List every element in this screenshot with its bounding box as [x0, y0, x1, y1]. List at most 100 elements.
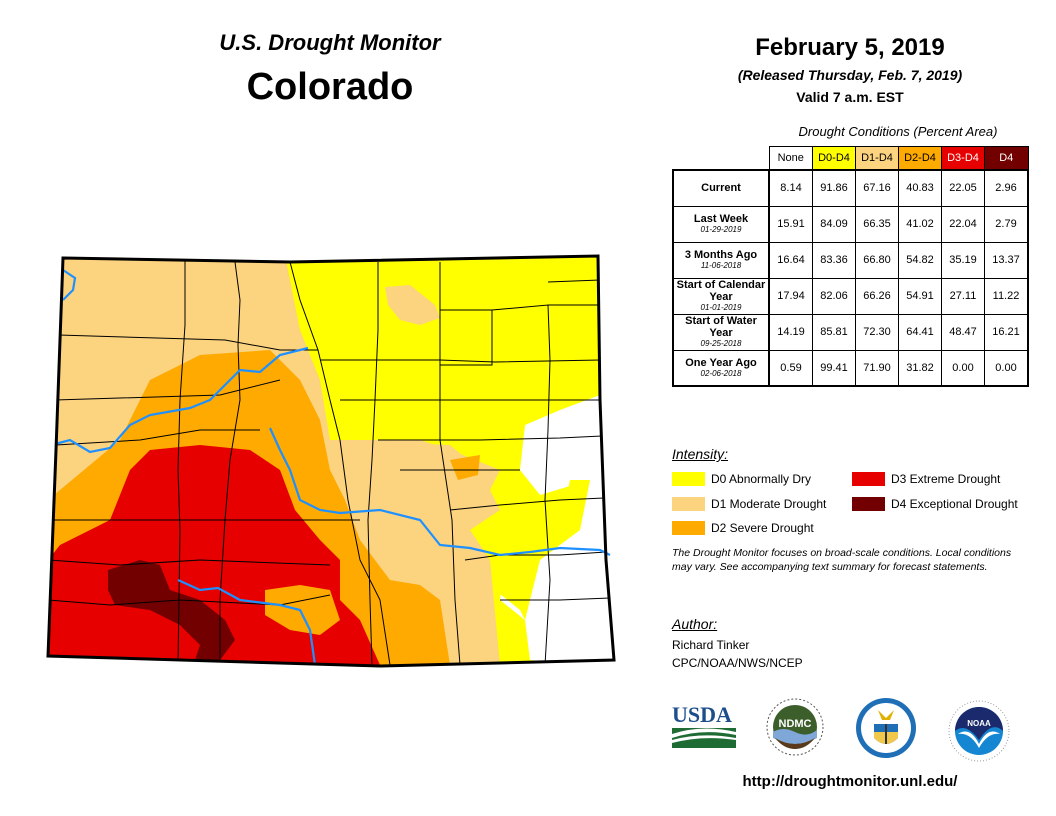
- ndmc-logo-icon: NDMC: [763, 698, 827, 756]
- cell: 17.94: [768, 277, 813, 315]
- col-d2-d4: D2-D4: [898, 146, 942, 171]
- none-region-east: [520, 395, 610, 495]
- d2-blob-east: [450, 455, 480, 480]
- usda-text: USDA: [672, 702, 732, 727]
- disclaimer-note: The Drought Monitor focuses on broad-sca…: [672, 547, 1012, 573]
- legend-item-d4: D4 Exceptional Drought: [852, 497, 1018, 511]
- cell: 40.83: [898, 169, 942, 207]
- col-d0-d4: D0-D4: [812, 146, 856, 171]
- cell: 99.41: [812, 349, 856, 387]
- row-date: 01-01-2019: [700, 303, 742, 312]
- cell: 41.02: [898, 205, 942, 243]
- row-date: 01-29-2019: [700, 225, 742, 234]
- d2-island: [265, 585, 340, 635]
- cell: 85.81: [812, 313, 856, 351]
- row-date: 11-06-2018: [700, 261, 742, 270]
- colorado-drought-map: [46, 254, 616, 668]
- usda-logo-icon: USDA: [672, 702, 738, 748]
- cell: 66.35: [855, 205, 899, 243]
- col-d3-d4: D3-D4: [941, 146, 985, 171]
- valid-time: Valid 7 a.m. EST: [796, 89, 904, 105]
- row-date: 02-06-2018: [700, 368, 742, 378]
- legend-label: D4 Exceptional Drought: [891, 497, 1018, 511]
- legend-label: D0 Abnormally Dry: [711, 472, 812, 486]
- legend-item-d1: D1 Moderate Drought: [672, 497, 826, 511]
- cell: 0.59: [768, 349, 813, 387]
- river-green: [62, 269, 77, 301]
- cell: 2.96: [984, 169, 1029, 207]
- drought-conditions-table: None D0-D4 D1-D4 D2-D4 D3-D4 D4 Current …: [672, 146, 1029, 387]
- map-date: February 5, 2019: [755, 34, 945, 61]
- row-label: One Year Ago: [685, 356, 757, 369]
- table-row-one-year-ago: One Year Ago 02-06-2018 0.59 99.41 71.90 …: [672, 349, 1029, 387]
- row-label: Start of Water Year: [685, 315, 757, 339]
- rivers: [54, 269, 611, 666]
- cell: 27.11: [941, 277, 985, 315]
- cell: 54.91: [898, 277, 942, 315]
- ndmc-text: NDMC: [779, 718, 812, 730]
- d0-swatch: [672, 472, 705, 486]
- d1-blob-north: [385, 285, 440, 325]
- cell: 71.90: [855, 349, 899, 387]
- river-arkansas: [268, 427, 611, 557]
- table-row-start-calendar-year: Start of Calendar Year 01-01-2019 17.94 8…: [672, 277, 1029, 315]
- table-row-3-months-ago: 3 Months Ago 11-06-2018 16.64 83.36 66.80…: [672, 241, 1029, 279]
- cell: 13.37: [984, 241, 1029, 279]
- table-header-row: None D0-D4 D1-D4 D2-D4 D3-D4 D4: [673, 146, 1029, 171]
- author-org: CPC/NOAA/NWS/NCEP: [672, 656, 803, 670]
- col-none: None: [768, 146, 813, 171]
- legend-item-d2: D2 Severe Drought: [672, 521, 814, 535]
- river-rio-grande: [177, 578, 317, 666]
- website-link[interactable]: http://droughtmonitor.unl.edu/: [742, 773, 958, 790]
- cell: 82.06: [812, 277, 856, 315]
- row-date: 09-25-2018: [700, 339, 742, 348]
- cell: 91.86: [812, 169, 856, 207]
- cell: 22.05: [941, 169, 985, 207]
- d3-swatch: [852, 472, 885, 486]
- cell: 15.91: [768, 205, 813, 243]
- commerce-seal-icon: [854, 696, 918, 760]
- author-heading: Author:: [672, 616, 718, 632]
- col-d1-d4: D1-D4: [855, 146, 899, 171]
- row-label: 3 Months Ago: [684, 249, 758, 261]
- table-caption: Drought Conditions (Percent Area): [798, 124, 998, 139]
- legend-title: Intensity:: [672, 446, 729, 462]
- cell: 31.82: [898, 349, 942, 387]
- table-row-current: Current 8.14 91.86 67.16 40.83 22.05 2.9…: [672, 169, 1029, 207]
- author-name: Richard Tinker: [672, 638, 750, 652]
- legend-item-d0: D0 Abnormally Dry: [672, 472, 811, 486]
- legend-label: D3 Extreme Drought: [891, 472, 1001, 486]
- cell: 16.64: [768, 241, 813, 279]
- d1-swatch: [672, 497, 705, 511]
- cell: 83.36: [812, 241, 856, 279]
- d4-swatch: [852, 497, 885, 511]
- cell: 8.14: [768, 169, 813, 207]
- cell: 22.04: [941, 205, 985, 243]
- cell: 72.30: [855, 313, 899, 351]
- cell: 2.79: [984, 205, 1029, 243]
- legend-label: D2 Severe Drought: [711, 521, 814, 535]
- state-title: Colorado: [246, 66, 414, 108]
- cell: 35.19: [941, 241, 985, 279]
- noaa-text: NOAA: [967, 719, 991, 728]
- table-row-last-week: Last Week 01-29-2019 15.91 84.09 66.35 41…: [672, 205, 1029, 243]
- table-row-start-water-year: Start of Water Year 09-25-2018 14.19 85.8…: [672, 313, 1029, 351]
- cell: 0.00: [941, 349, 985, 387]
- cell: 11.22: [984, 277, 1029, 315]
- cell: 64.41: [898, 313, 942, 351]
- cell: 66.80: [855, 241, 899, 279]
- none-region-southeast: [500, 470, 614, 666]
- release-date: (Released Thursday, Feb. 7, 2019): [737, 67, 963, 83]
- cell: 48.47: [941, 313, 985, 351]
- legend-item-d3: D3 Extreme Drought: [852, 472, 1000, 486]
- river-colorado: [54, 346, 309, 454]
- cell: 14.19: [768, 313, 813, 351]
- row-label: Current: [701, 182, 741, 195]
- row-label: Last Week: [693, 213, 749, 225]
- col-d4: D4: [984, 146, 1029, 171]
- legend-label: D1 Moderate Drought: [711, 497, 827, 511]
- cell: 16.21: [984, 313, 1029, 351]
- county-lines: [48, 260, 611, 666]
- cell: 66.26: [855, 277, 899, 315]
- noaa-logo-icon: NOAA: [948, 700, 1010, 762]
